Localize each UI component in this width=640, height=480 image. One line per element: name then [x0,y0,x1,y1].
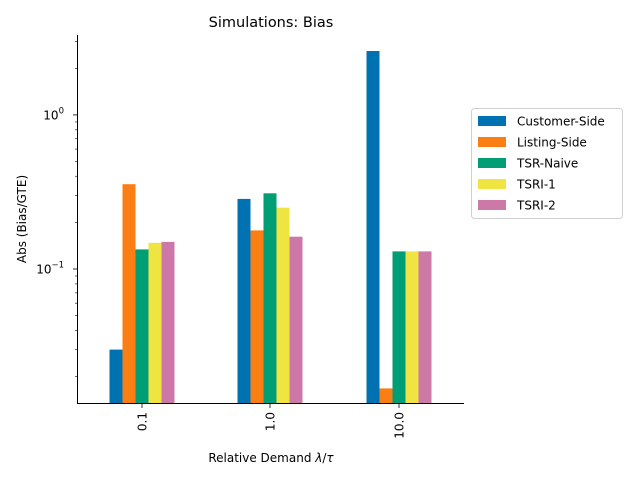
x-axis-label: Relative Demand λ/τ [208,451,334,465]
bar-customer-side-2 [366,51,380,403]
y-tick-label-base: 10 [43,108,58,122]
x-tick-label: 0.1 [136,412,150,431]
x-axis-label-text: Relative Demand [208,451,315,465]
chart-title: Simulations: Bias [209,15,334,31]
legend-label: TSRI-1 [516,178,556,192]
y-tick-label-base: 10 [36,262,51,276]
legend-label: Customer-Side [517,115,605,129]
legend-label: Listing-Side [517,136,587,150]
legend-swatch [478,116,506,126]
bar-tsri-2-2 [418,251,432,403]
bar-tsr-naive-2 [392,251,406,403]
legend-label: TSRI-2 [516,199,556,213]
legend-swatch [478,200,506,210]
x-ticks-group: 0.1 1.0 10.0 [136,403,407,439]
bar-listing-side-2 [379,388,393,403]
bar-tsr-naive-1 [263,193,277,403]
x-tick-label: 1.0 [264,412,278,431]
y-tick-label-exponent: 0 [59,106,64,116]
bar-customer-side-0 [109,349,123,403]
legend-frame [471,108,623,219]
y-tick-label-exponent: −1 [51,260,64,270]
bar-tsri-1-1 [276,207,290,403]
x-axis-label-slash: / [322,451,327,465]
y-tick-label: 10−1 [36,260,64,276]
legend-swatch [478,158,506,168]
y-axis-label: Abs (Bias/GTE) [15,175,29,263]
bar-tsri-2-0 [161,241,175,403]
bar-tsri-2-1 [289,236,303,403]
y-tick-label: 100 [43,106,64,122]
bar-tsri-1-0 [148,242,162,403]
bar-listing-side-1 [250,230,264,403]
bar-tsr-naive-0 [135,249,149,403]
bar-customer-side-1 [237,198,251,403]
bar-tsri-1-2 [405,251,419,403]
legend-swatch [478,179,506,189]
legend-swatch [478,137,506,147]
x-tick-label: 10.0 [393,412,407,439]
legend-label: TSR-Naive [516,157,578,171]
x-axis-label-lambda: λ [314,451,322,465]
bar-listing-side-0 [122,184,136,403]
legend: Customer-Side Listing-Side TSR-Naive TSRI-1… [471,108,623,219]
x-axis-label-tau: τ [326,451,334,465]
bars-group [109,51,432,403]
